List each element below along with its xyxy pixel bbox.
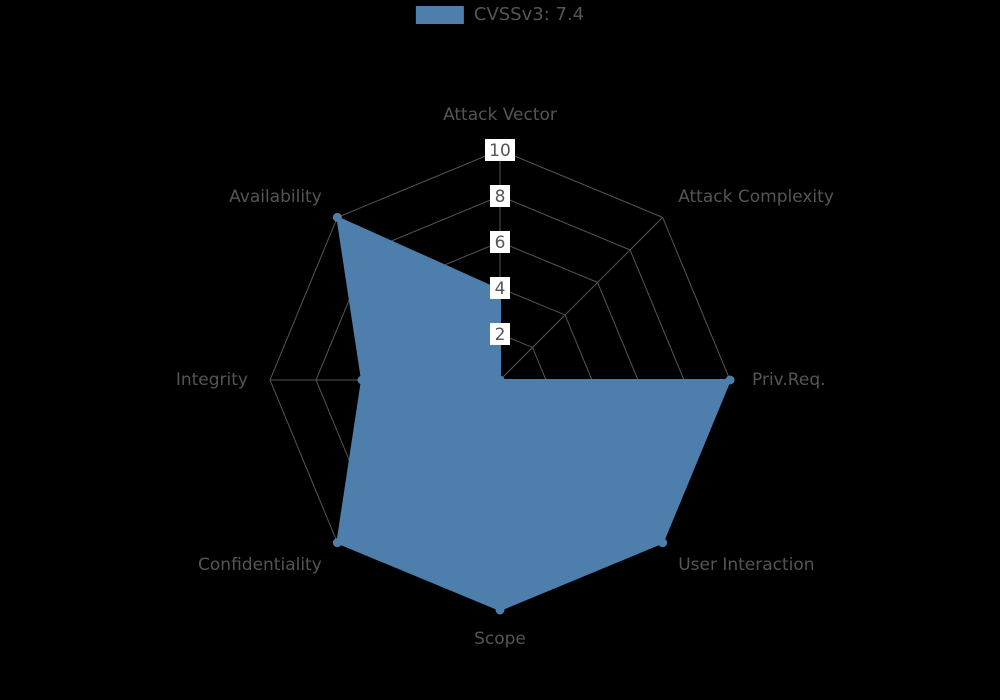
data-point <box>333 213 341 221</box>
legend-swatch <box>416 6 464 24</box>
data-point <box>496 376 504 384</box>
axis-label: Attack Vector <box>443 105 557 125</box>
tick-label: 10 <box>489 141 511 161</box>
axis-label: Confidentiality <box>198 555 322 575</box>
grid-spoke <box>500 217 663 380</box>
tick-label: 4 <box>495 279 506 299</box>
tick-label: 8 <box>495 187 506 207</box>
radar-chart-container: CVSSv3: 7.4 2 4 6 8 10 Attack Vector Attack Co… <box>0 0 1000 700</box>
axis-label: Priv.Req. <box>752 370 826 390</box>
data-polygon <box>337 217 730 610</box>
axis-label: Attack Complexity <box>678 187 834 207</box>
legend-label: CVSSv3: 7.4 <box>474 4 584 25</box>
legend: CVSSv3: 7.4 <box>416 4 584 25</box>
axis-label: Integrity <box>176 370 248 390</box>
axis-label: User Interaction <box>678 555 814 575</box>
tick-label: 6 <box>495 233 506 253</box>
radar-chart: 2 4 6 8 10 Attack Vector Attack Complexity Priv… <box>0 0 1000 700</box>
data-point <box>726 376 734 384</box>
data-point <box>659 539 667 547</box>
tick-label: 2 <box>495 325 506 345</box>
axis-label: Scope <box>474 629 526 649</box>
axis-label: Availability <box>229 187 322 207</box>
data-point <box>358 376 366 384</box>
data-point <box>496 606 504 614</box>
data-point <box>333 539 341 547</box>
